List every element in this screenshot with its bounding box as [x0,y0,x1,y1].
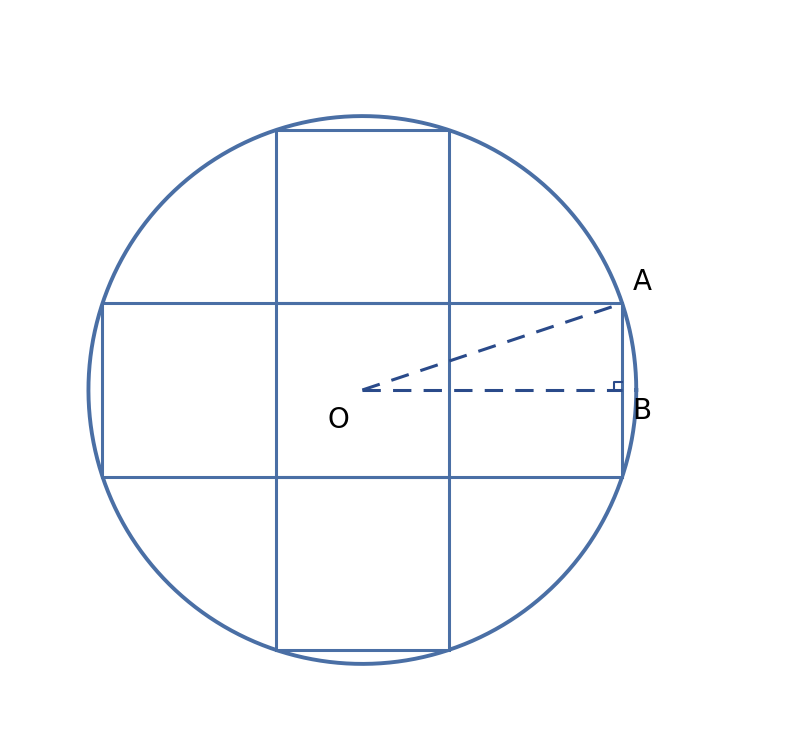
Text: A: A [633,268,652,296]
Bar [276,130,449,650]
Bar [102,303,622,477]
Text: O: O [328,406,349,434]
Text: B: B [633,397,652,425]
